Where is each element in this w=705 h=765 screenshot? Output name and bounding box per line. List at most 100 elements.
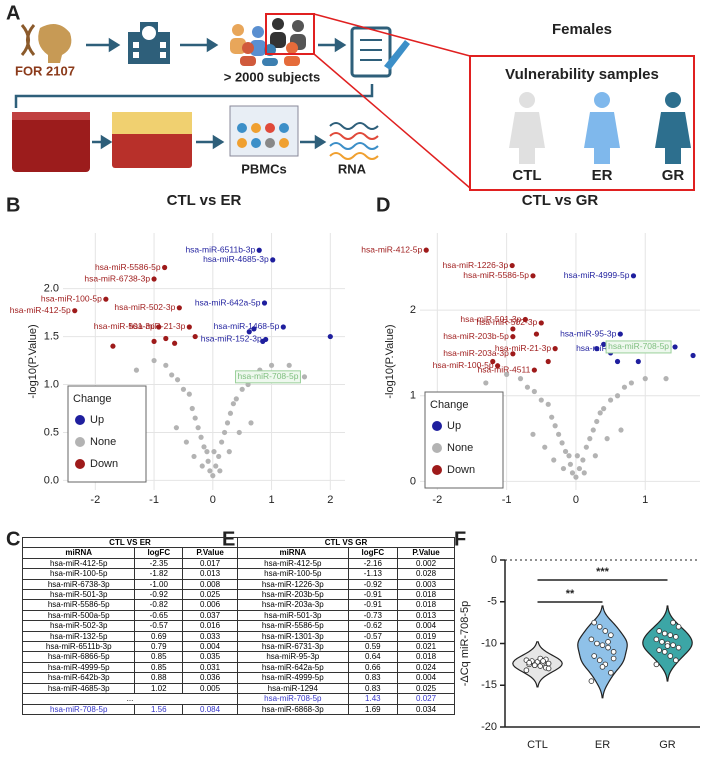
table-cell: -0.91: [347, 589, 399, 601]
point: [169, 372, 175, 378]
point: [673, 657, 679, 663]
point: [591, 619, 597, 626]
point-label: hsa-miR-100-5p: [41, 293, 102, 303]
y-tick-label: 0.5: [44, 426, 59, 438]
table-row: hsa-miR-4685-3p 1.02 0.005: [21, 682, 238, 695]
point: [483, 380, 489, 386]
table-cell: 0.69: [134, 630, 184, 643]
x-tick-label: -2: [432, 494, 442, 506]
table-cell: 0.028: [397, 568, 455, 580]
point: [556, 431, 562, 437]
point: [574, 453, 580, 459]
point-label: hsa-miR-4511: [478, 364, 531, 374]
table-cell: hsa-miR-6511b-3p: [21, 641, 136, 653]
point: [526, 659, 532, 666]
point: [110, 343, 116, 349]
point: [656, 628, 662, 634]
point: [560, 465, 567, 472]
highlight-label: hsa-miR-708-5p: [238, 371, 299, 381]
point: [581, 470, 587, 476]
point: [186, 324, 192, 330]
point: [576, 465, 583, 472]
point: [596, 657, 603, 663]
point: [211, 449, 217, 455]
column-header: logFC: [134, 547, 184, 559]
table-cell: hsa-miR-6866-5p: [21, 651, 136, 663]
table-cell: 0.021: [397, 641, 455, 653]
point: [524, 384, 531, 390]
point: [224, 420, 231, 426]
point: [191, 453, 197, 460]
table-row: hsa-miR-132-5p 0.69 0.033: [21, 630, 238, 643]
point: [531, 662, 538, 669]
point: [540, 658, 546, 664]
point: [517, 376, 524, 382]
x-tick-label: CTL: [527, 739, 548, 751]
table-cell: 0.004: [397, 672, 455, 684]
point: [590, 427, 596, 433]
point: [656, 647, 662, 653]
point: [236, 429, 242, 436]
point: [601, 406, 607, 412]
point: [490, 358, 496, 365]
females-label: Females: [552, 21, 612, 38]
highlight-box: [605, 340, 672, 354]
point: [172, 340, 178, 346]
point: [423, 247, 429, 253]
panel-letter: C: [6, 528, 20, 550]
point: [670, 619, 676, 626]
table-cell: -1.13: [347, 568, 399, 580]
y-tick-label: 2: [410, 304, 416, 316]
table-title-row: CTL VS GR: [237, 536, 455, 549]
table-cell: hsa-miR-100-5p: [21, 568, 136, 580]
point: [663, 376, 669, 382]
pbmc-label: PBMCs: [241, 161, 287, 176]
point: [567, 461, 573, 467]
table-row: hsa-miR-412-5p -2.35 0.017: [21, 557, 238, 570]
table-cell: hsa-miR-708-5p: [21, 703, 136, 715]
table-cell: hsa-miR-4999-5p: [237, 672, 349, 684]
table-cell: 0.66: [347, 661, 399, 674]
table-cell: hsa-miR-501-3p: [237, 609, 349, 622]
table-cell: hsa-miR-132-5p: [21, 630, 136, 643]
point: [183, 439, 189, 445]
point: [199, 463, 205, 469]
point: [251, 326, 257, 332]
table-cell: 0.008: [182, 578, 238, 591]
point-label: hsa-miR-203a-3p: [443, 348, 509, 358]
table-row: hsa-miR-501-3p -0.73 0.013: [237, 609, 455, 622]
table-cell: hsa-miR-100-5p: [237, 568, 349, 580]
point: [270, 257, 276, 263]
point: [133, 367, 140, 373]
table-title: CTL VS ER: [22, 536, 238, 549]
point: [530, 431, 536, 437]
point: [675, 644, 682, 651]
point: [610, 655, 617, 662]
point: [587, 436, 593, 442]
table-cell: hsa-miR-6868-3p: [237, 703, 349, 715]
table-cell: -1.00: [134, 578, 184, 591]
point: [580, 457, 586, 463]
table-cell: -0.65: [134, 609, 184, 622]
table-cell: -0.73: [347, 609, 399, 622]
point: [617, 331, 623, 337]
point: [248, 420, 254, 426]
point: [239, 386, 245, 392]
table-row: hsa-miR-500a-5p -0.65 0.037: [21, 609, 238, 622]
table-row: hsa-miR-6738-3p -1.00 0.008: [21, 578, 238, 591]
point-label: hsa-miR-5586-5p: [463, 270, 529, 280]
dna-brain-icon: [20, 24, 72, 63]
table-header-row: miRNA logFC P.Value: [21, 547, 238, 559]
table-cell: hsa-miR-708-5p: [237, 693, 349, 705]
point: [599, 664, 606, 670]
point: [180, 386, 187, 392]
table: CTL VS GR miRNA logFC P.Value hsa-miR-412-5p…: [237, 536, 455, 715]
y-tick-label: 1.5: [44, 330, 59, 342]
table-row: hsa-miR-6731-3p 0.59 0.021: [237, 641, 455, 653]
point: [531, 388, 537, 395]
chart-title: CTL vs ER: [167, 192, 242, 209]
point: [661, 649, 668, 655]
legend-swatch: [75, 415, 85, 425]
x-tick-label: -1: [502, 494, 512, 506]
table-row: hsa-miR-95-3p 0.64 0.018: [237, 651, 455, 663]
